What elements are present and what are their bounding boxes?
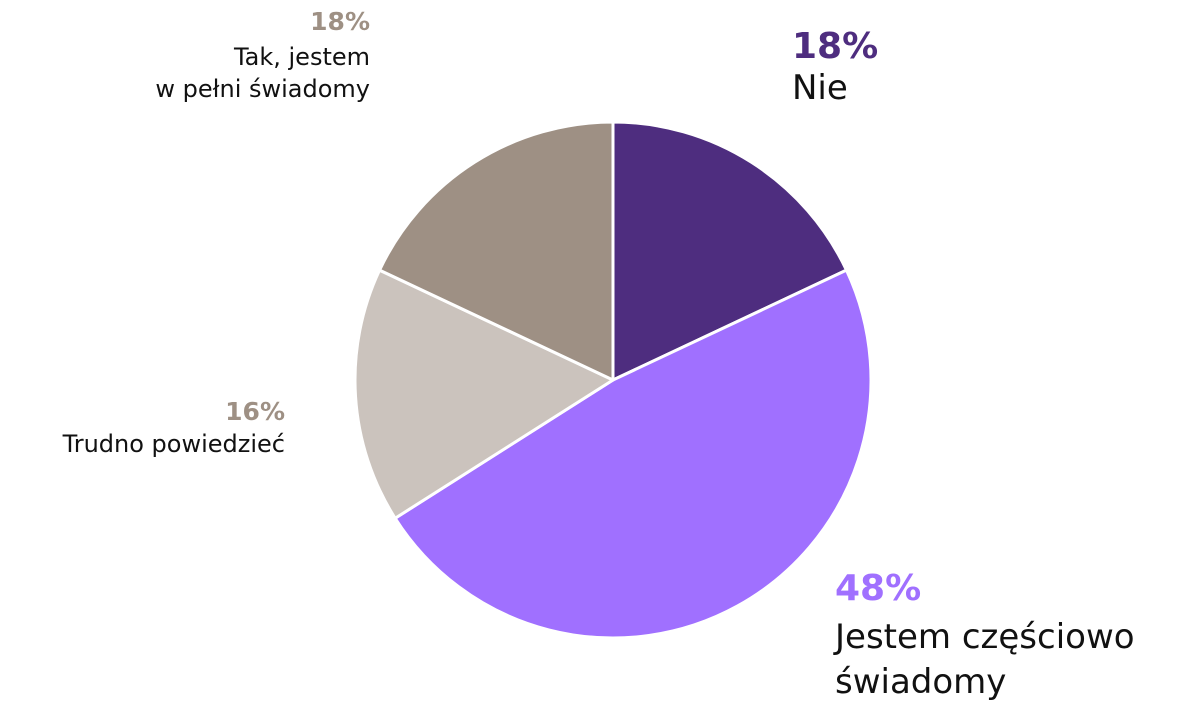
pie-slice-2 (353, 268, 615, 520)
slice-category-label: Tak, jestem w pełni świadomy (155, 42, 370, 104)
slice-label-trudno-powiedziec: 16% Trudno powiedzieć (62, 397, 285, 458)
pie-slices (353, 120, 873, 640)
slice-label-nie: 18% Nie (792, 26, 878, 108)
pie-slice-3 (378, 120, 615, 382)
slice-category-label: Nie (792, 68, 848, 109)
slice-value-label: 48% (835, 568, 922, 609)
pie-slice-1 (393, 268, 873, 640)
slice-category-label: Trudno powiedzieć (62, 429, 285, 458)
pie-slice-0 (611, 120, 848, 382)
slice-value-label: 18% (792, 26, 879, 67)
slice-label-jestem-czesciowo-swiadomy: 48% Jestem częściowo świadomy (835, 568, 1135, 704)
slice-category-label: Jestem częściowo świadomy (835, 617, 1135, 702)
slice-label-tak-jestem-w-pelni-swiadomy: 18% Tak, jestem w pełni świadomy (155, 7, 370, 106)
slice-value-label: 18% (310, 7, 370, 36)
slice-value-label: 16% (225, 397, 285, 426)
